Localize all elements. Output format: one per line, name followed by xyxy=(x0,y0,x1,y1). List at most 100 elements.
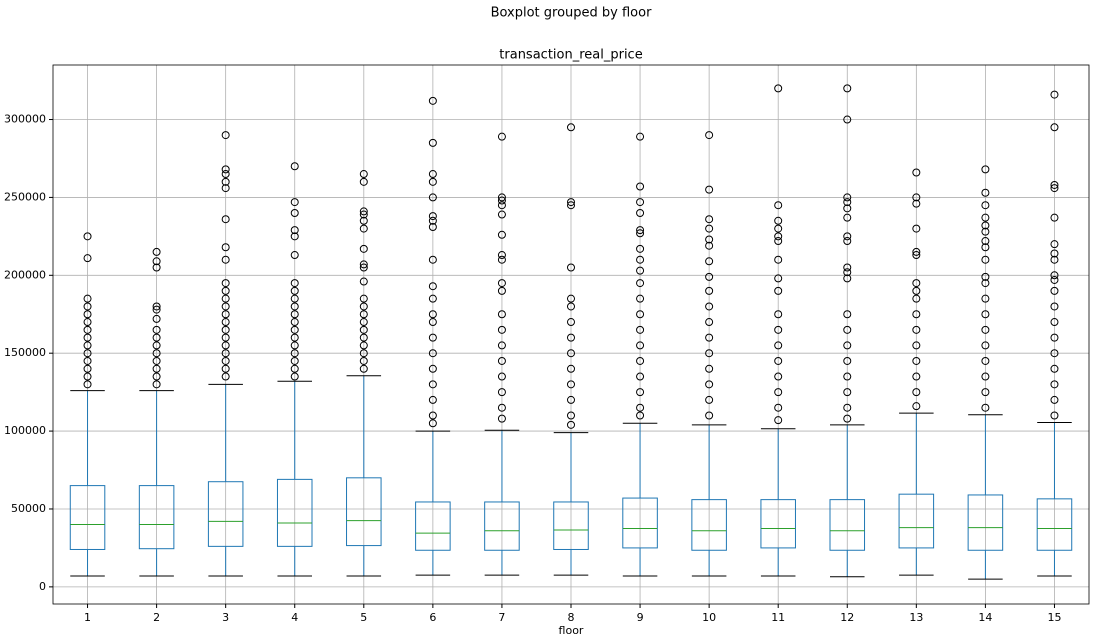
flier xyxy=(428,294,437,303)
flier xyxy=(981,356,990,365)
box xyxy=(484,501,520,551)
y-tick-label: 0 xyxy=(39,580,46,593)
y-tick-label: 100000 xyxy=(4,424,46,437)
flier xyxy=(636,310,645,319)
flier xyxy=(497,196,506,205)
flier xyxy=(843,372,852,381)
flier xyxy=(636,208,645,217)
flier xyxy=(705,131,714,140)
flier xyxy=(152,247,161,256)
flier xyxy=(152,349,161,358)
flier xyxy=(843,193,852,202)
x-tick-label: 8 xyxy=(568,611,575,624)
flier xyxy=(981,325,990,334)
flier xyxy=(843,356,852,365)
flier xyxy=(221,170,230,179)
flier xyxy=(705,241,714,250)
flier xyxy=(567,420,575,429)
flier xyxy=(83,380,92,389)
flier xyxy=(83,356,92,365)
flier xyxy=(83,310,92,319)
flier xyxy=(1050,123,1059,132)
flier xyxy=(567,364,575,373)
flier xyxy=(152,257,161,266)
flier xyxy=(636,411,645,420)
flier xyxy=(567,198,575,207)
flier xyxy=(221,184,230,193)
flier xyxy=(843,213,852,222)
flier xyxy=(843,237,852,246)
flier xyxy=(221,364,230,373)
x-tick-label: 13 xyxy=(909,611,923,624)
flier xyxy=(774,237,783,246)
flier xyxy=(843,84,852,93)
flier xyxy=(774,356,783,365)
flier xyxy=(636,279,645,288)
flier xyxy=(912,341,921,350)
flier xyxy=(912,310,921,319)
flier xyxy=(774,216,783,225)
flier xyxy=(221,243,230,252)
flier xyxy=(359,325,368,334)
flier xyxy=(843,263,852,272)
flier xyxy=(359,302,368,311)
flier xyxy=(981,227,990,236)
flier xyxy=(636,403,645,412)
flier xyxy=(497,251,506,260)
flier xyxy=(1050,349,1059,358)
flier xyxy=(1050,180,1059,189)
box xyxy=(760,499,796,549)
flier xyxy=(497,325,506,334)
flier xyxy=(152,305,161,314)
flier xyxy=(636,388,645,397)
flier xyxy=(290,372,299,381)
x-tick-label: 11 xyxy=(771,611,785,624)
flier xyxy=(152,364,161,373)
flier xyxy=(497,230,506,239)
flier xyxy=(152,263,161,272)
flier xyxy=(1050,302,1059,311)
x-axis-label: floor xyxy=(559,624,584,637)
flier xyxy=(981,341,990,350)
flier xyxy=(428,318,437,327)
flier xyxy=(290,279,299,288)
flier xyxy=(912,325,921,334)
y-tick-label: 150000 xyxy=(4,346,46,359)
flier xyxy=(221,294,230,303)
flier xyxy=(221,215,230,224)
flier xyxy=(290,286,299,295)
flier xyxy=(636,325,645,334)
flier xyxy=(843,414,852,423)
flier xyxy=(221,372,230,381)
flier xyxy=(912,294,921,303)
flier xyxy=(428,177,437,186)
flier xyxy=(359,349,368,358)
flier xyxy=(1050,318,1059,327)
flier xyxy=(567,318,575,327)
flier xyxy=(636,182,645,191)
flier xyxy=(843,268,852,277)
flier xyxy=(221,349,230,358)
y-tick-label: 50000 xyxy=(11,502,46,515)
flier xyxy=(912,251,921,260)
flier xyxy=(912,279,921,288)
flier xyxy=(359,170,368,179)
flier xyxy=(636,226,645,235)
flier xyxy=(359,210,368,219)
flier xyxy=(290,208,299,217)
plot-frame xyxy=(52,64,1090,605)
flier xyxy=(497,372,506,381)
flier xyxy=(981,272,990,281)
flier xyxy=(774,416,783,425)
flier xyxy=(290,294,299,303)
flier xyxy=(428,380,437,389)
flier xyxy=(912,199,921,208)
flier xyxy=(774,84,783,93)
flier xyxy=(290,251,299,260)
flier xyxy=(912,372,921,381)
flier xyxy=(843,388,852,397)
y-tick-label: 200000 xyxy=(4,268,46,281)
flier xyxy=(83,333,92,342)
